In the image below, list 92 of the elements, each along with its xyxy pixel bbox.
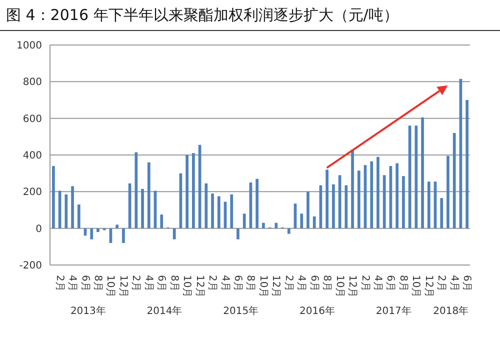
x-tick-label: 4月 bbox=[66, 275, 78, 292]
x-tick-label: 4月 bbox=[219, 275, 230, 292]
y-tick-label: 0 bbox=[36, 224, 42, 235]
bar bbox=[452, 133, 456, 228]
text: 2016年 bbox=[298, 305, 336, 318]
bar bbox=[466, 100, 468, 228]
chart-title: 图 4：2016 年下半年以来聚酯加权利润逐步扩大（元/吨） bbox=[6, 6, 398, 25]
y-tick-label: 1000 bbox=[16, 40, 42, 52]
bar bbox=[230, 194, 234, 228]
x-tick-label: 2月 bbox=[436, 275, 447, 292]
text: 2015年 bbox=[222, 305, 260, 318]
x-tick-label: 4月 bbox=[372, 275, 383, 292]
y-tick-label: 600 bbox=[22, 114, 42, 125]
bar bbox=[160, 214, 164, 228]
x-tick-label: 8月 bbox=[244, 275, 256, 292]
bar bbox=[332, 184, 335, 228]
bar bbox=[77, 204, 80, 228]
x-tick-label: 6月 bbox=[156, 275, 167, 292]
bar bbox=[211, 194, 214, 228]
x-tick-label: 8月 bbox=[321, 275, 332, 292]
bar bbox=[370, 161, 374, 228]
x-tick-label: 6月 bbox=[384, 275, 396, 292]
text: 2018年 bbox=[432, 305, 470, 318]
bar bbox=[344, 185, 348, 228]
x-tick-label: 2月 bbox=[206, 275, 218, 292]
bar bbox=[312, 216, 316, 228]
bar bbox=[402, 176, 405, 228]
bar bbox=[71, 186, 74, 228]
bar bbox=[122, 228, 125, 243]
bar bbox=[236, 228, 240, 240]
bar bbox=[172, 228, 176, 240]
bar bbox=[192, 153, 195, 228]
text: 2013年 bbox=[69, 305, 107, 318]
text: 2017年 bbox=[374, 305, 412, 318]
bar bbox=[357, 170, 360, 228]
bar bbox=[256, 178, 258, 228]
bar bbox=[96, 228, 100, 232]
bar bbox=[427, 182, 430, 228]
y-tick-label: 200 bbox=[22, 187, 42, 198]
bar bbox=[300, 214, 304, 228]
bar bbox=[141, 188, 144, 228]
bar bbox=[414, 126, 418, 228]
x-tick-label: 4月 bbox=[448, 275, 460, 292]
x-tick-label: 10月 bbox=[334, 275, 345, 298]
y-tick-label: 400 bbox=[22, 150, 42, 162]
x-tick-label: 12月 bbox=[194, 275, 205, 298]
x-tick-label: 12月 bbox=[270, 275, 282, 298]
bar bbox=[186, 155, 188, 228]
bar bbox=[376, 156, 380, 228]
x-tick-label: 12月 bbox=[346, 275, 358, 298]
x-tick-label: 2月 bbox=[130, 275, 142, 292]
bar bbox=[242, 214, 246, 228]
bar bbox=[90, 228, 94, 240]
y-tick-label: -200 bbox=[19, 260, 42, 272]
x-tick-label: 6月 bbox=[232, 275, 243, 292]
x-tick-label: 6月 bbox=[308, 275, 320, 292]
bar bbox=[446, 156, 450, 228]
bar bbox=[440, 198, 444, 228]
bar bbox=[382, 175, 386, 228]
text: 2014年 bbox=[146, 305, 184, 318]
x-tick-label: 8月 bbox=[92, 275, 103, 292]
x-tick-label: 10月 bbox=[410, 275, 422, 298]
x-tick-label: 6月 bbox=[461, 275, 472, 292]
bar bbox=[147, 162, 150, 228]
x-tick-label: 4月 bbox=[296, 275, 307, 292]
bar bbox=[421, 117, 424, 228]
bar bbox=[274, 222, 278, 228]
x-tick-label: 2月 bbox=[54, 275, 65, 292]
bar bbox=[262, 222, 265, 228]
bar bbox=[351, 150, 354, 228]
bar bbox=[326, 170, 328, 228]
bar bbox=[64, 194, 68, 228]
bar bbox=[134, 152, 138, 228]
x-tick-label: 10月 bbox=[257, 275, 268, 298]
bar bbox=[287, 228, 290, 234]
bar bbox=[217, 196, 220, 228]
bar bbox=[116, 224, 118, 228]
x-tick-label: 6月 bbox=[79, 275, 90, 292]
bar bbox=[52, 166, 55, 228]
x-tick-label: 2月 bbox=[359, 275, 370, 292]
x-tick-label: 10月 bbox=[181, 275, 192, 298]
x-tick-label: 8月 bbox=[397, 275, 408, 292]
x-tick-label: 12月 bbox=[117, 275, 128, 298]
x-tick-label: 4月 bbox=[142, 275, 154, 292]
x-tick-label: 2月 bbox=[282, 275, 294, 292]
bar bbox=[396, 163, 398, 228]
x-tick-label: 12月 bbox=[422, 275, 434, 298]
bar bbox=[306, 192, 310, 228]
bar bbox=[204, 183, 208, 228]
y-tick-label: 800 bbox=[22, 77, 42, 88]
x-tick-label: 8月 bbox=[168, 275, 180, 292]
x-tick-label: 10月 bbox=[104, 275, 116, 298]
